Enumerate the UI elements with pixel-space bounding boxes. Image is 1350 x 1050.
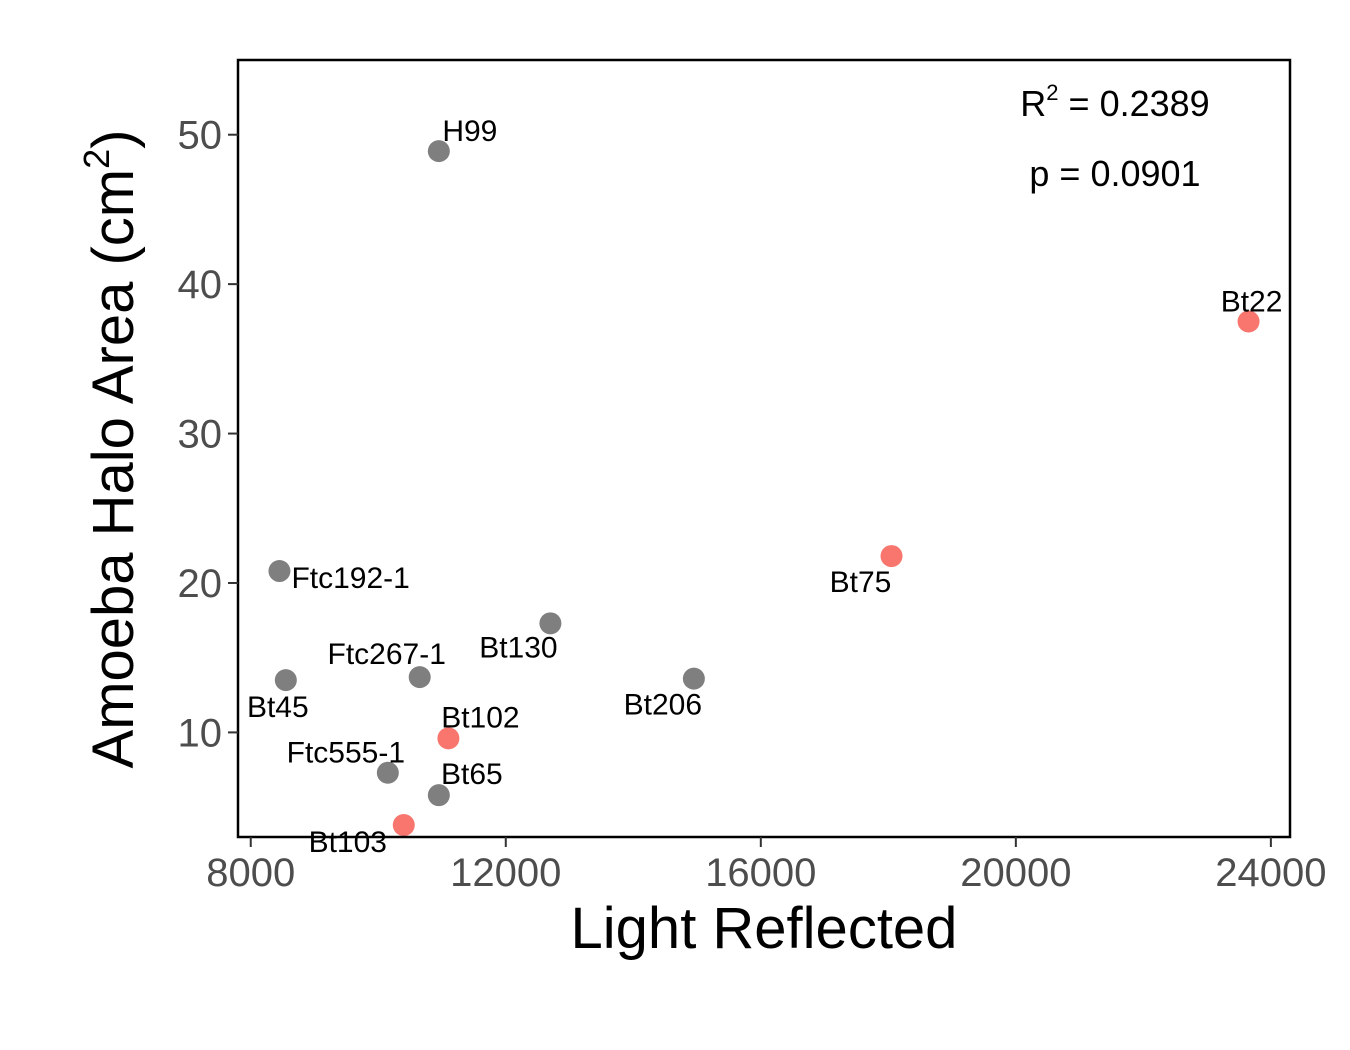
- point-label-bt206: Bt206: [624, 689, 702, 722]
- point-labels-layer: H99 Bt22 Bt75 Ftc192-1 Bt130 Ftc267-1 Bt45 Bt20…: [247, 115, 1282, 859]
- data-point-ftc267-1: [408, 666, 431, 689]
- point-label-h99: H99: [442, 115, 497, 148]
- point-label-ftc555-1: Ftc555-1: [287, 737, 405, 770]
- y-axis-title-close: ): [81, 130, 146, 149]
- r-squared-annotation: R2 = 0.2389: [1020, 80, 1209, 124]
- plot-border: [236, 58, 1292, 839]
- data-point-bt75: [880, 545, 903, 568]
- y-axis: 10 20 30 40 50: [178, 114, 238, 755]
- x-tick-label: 20000: [960, 851, 1071, 895]
- point-label-bt45: Bt45: [247, 691, 309, 724]
- data-point-bt103: [392, 814, 415, 837]
- p-value-annotation: p = 0.0901: [1029, 153, 1200, 194]
- point-label-bt22: Bt22: [1221, 285, 1283, 318]
- point-label-ftc267-1: Ftc267-1: [328, 638, 446, 671]
- data-point-bt102: [437, 727, 460, 750]
- x-axis-title: Light Reflected: [571, 896, 958, 961]
- y-tick-label: 50: [178, 114, 223, 158]
- point-label-bt65: Bt65: [441, 758, 503, 791]
- data-point-bt206: [682, 667, 705, 690]
- x-tick-label: 16000: [705, 851, 816, 895]
- y-axis-title-main: Amoeba Halo Area (cm: [81, 169, 146, 769]
- y-tick-label: 30: [178, 413, 223, 457]
- x-tick-label: 24000: [1215, 851, 1326, 895]
- r-squared-value: = 0.2389: [1059, 83, 1210, 124]
- x-axis: 8000 12000 16000 20000 24000: [206, 837, 1326, 895]
- point-label-bt103: Bt103: [309, 826, 387, 859]
- data-point-ftc192-1: [268, 560, 291, 583]
- y-tick-label: 20: [178, 562, 223, 606]
- point-label-bt75: Bt75: [830, 566, 892, 599]
- plot-background: [238, 60, 1290, 837]
- y-tick-label: 40: [178, 263, 223, 307]
- y-axis-title: Amoeba Halo Area (cm2): [76, 130, 146, 769]
- point-label-bt130: Bt130: [479, 631, 557, 664]
- data-point-ftc555-1: [376, 761, 399, 784]
- point-label-bt102: Bt102: [441, 701, 519, 734]
- points-layer: [268, 140, 1260, 837]
- y-axis-title-superscript: 2: [76, 149, 117, 169]
- data-point-bt22: [1237, 310, 1260, 333]
- data-point-bt130: [539, 612, 562, 635]
- x-tick-label: 12000: [450, 851, 561, 895]
- data-point-bt45: [274, 669, 297, 692]
- x-tick-label: 8000: [206, 851, 295, 895]
- y-tick-label: 10: [178, 711, 223, 755]
- point-label-ftc192-1: Ftc192-1: [291, 562, 409, 595]
- r-squared-superscript: 2: [1046, 80, 1058, 105]
- data-point-h99: [427, 140, 450, 163]
- r-squared-prefix: R: [1020, 83, 1046, 124]
- data-point-bt65: [427, 784, 450, 807]
